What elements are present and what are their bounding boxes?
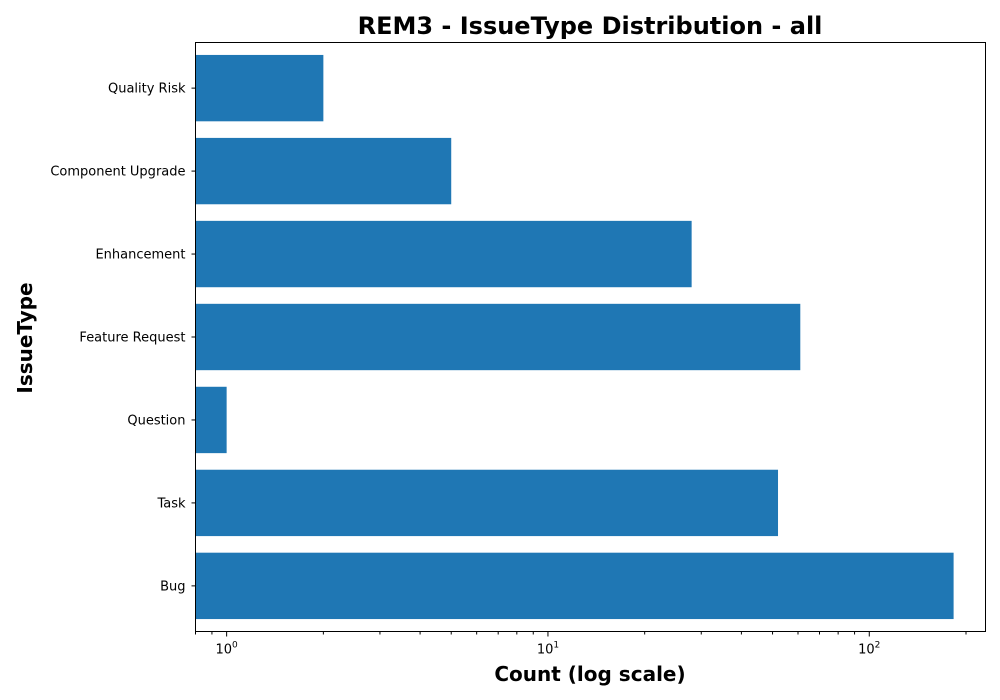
x-axis-label: Count (log scale) xyxy=(494,662,685,686)
y-tick-label: Question xyxy=(127,413,185,428)
bar-question xyxy=(195,386,227,454)
bars-group xyxy=(195,54,954,620)
y-tick-label: Feature Request xyxy=(79,331,185,346)
bar-task xyxy=(195,469,779,537)
bar-quality-risk xyxy=(195,54,324,122)
chart-title: REM3 - IssueType Distribution - all xyxy=(358,12,823,40)
bar-enhancement xyxy=(195,220,692,288)
y-tick-label: Component Upgrade xyxy=(50,165,185,180)
y-tick-label: Enhancement xyxy=(95,248,185,263)
bar-bug xyxy=(195,552,954,620)
y-tick-label: Quality Risk xyxy=(108,82,186,97)
x-tick-label: 101 xyxy=(537,641,559,658)
plot-frame xyxy=(195,42,986,632)
y-axis-label: IssueType xyxy=(13,282,37,393)
x-tick-label: 102 xyxy=(858,641,880,658)
bar-feature-request xyxy=(195,303,801,371)
y-tick-label: Task xyxy=(156,496,186,511)
bar-component-upgrade xyxy=(195,137,452,205)
y-ticks-group: Bug Task Question Feature Request Enhancemen… xyxy=(50,82,196,594)
x-ticks-group: 100 101 102 xyxy=(195,631,967,658)
x-tick-label: 100 xyxy=(215,641,238,658)
y-tick-label: Bug xyxy=(160,579,185,594)
